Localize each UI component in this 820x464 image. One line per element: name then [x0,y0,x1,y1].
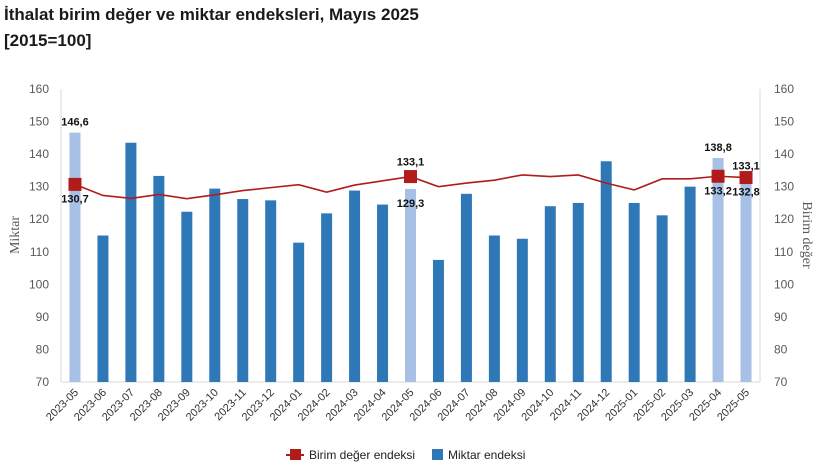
bar-2024-05 [405,188,416,382]
chart-subtitle: [2015=100] [4,31,92,50]
y-tick-left-160: 160 [29,82,49,96]
y-tick-right-100: 100 [774,277,794,291]
y-tick-right-80: 80 [774,342,788,356]
data-label-birim-2024-05: 133,1 [397,157,425,169]
legend: Birim değer endeksi Miktar endeksi [286,448,525,462]
bar-2024-06 [432,259,444,382]
bar-2023-08 [153,175,165,382]
y-tick-right-150: 150 [774,115,794,129]
y-tick-left-100: 100 [29,277,49,291]
y-tick-left-80: 80 [36,342,50,356]
y-tick-left-110: 110 [30,245,49,259]
y-tick-right-160: 160 [774,82,794,96]
y-tick-right-140: 140 [774,147,794,161]
bar-2025-04 [712,158,724,382]
marker-2023-05 [68,177,82,191]
bar-2023-10 [209,188,221,382]
bar-2023-06 [97,235,109,382]
y-tick-left-150: 150 [29,115,49,129]
data-label-miktar-2025-04: 138,8 [704,142,732,154]
y-ticks-right: 70 80 90 100 110 120 130 140 150 160 [774,82,794,389]
y-tick-right-130: 130 [774,180,794,194]
y-axis-label-right: Birim değer [799,201,814,269]
x-ticks: 2023-052023-062023-072023-082023-092023-… [44,387,752,424]
bar-2024-07 [460,193,472,382]
bar-2025-05 [740,176,752,382]
legend-label-miktar: Miktar endeksi [448,448,525,462]
chart-title: İthalat birim değer ve miktar endeksleri… [4,5,419,24]
marker-2025-04 [711,169,725,183]
y-tick-left-90: 90 [36,310,50,324]
bar-2023-12 [265,200,277,382]
y-tick-left-70: 70 [36,375,50,389]
bar-2023-11 [237,199,249,382]
chart-title-block: İthalat birim değer ve miktar endeksleri… [4,2,419,54]
bar-2024-03 [349,190,361,382]
bar-2024-02 [321,213,333,382]
y-tick-right-90: 90 [774,310,788,324]
data-label-miktar-2023-05: 146,6 [61,117,89,129]
bar-2023-07 [125,142,137,382]
bar-2025-01 [628,202,640,382]
bar-2024-08 [488,235,500,382]
bar-2023-05 [69,132,81,382]
data-label-birim-2025-04: 133,2 [704,185,732,197]
y-tick-left-140: 140 [29,147,49,161]
y-tick-right-70: 70 [774,375,788,389]
y-tick-left-130: 130 [29,180,49,194]
data-label-birim-2025-05: 132,8 [732,187,760,199]
bar-2024-09 [516,238,528,382]
bar-2024-04 [377,204,389,382]
y-ticks-left: 70 80 90 100 110 120 130 140 150 160 [29,82,49,389]
legend-label-birim: Birim değer endeksi [309,448,415,462]
bar-2025-03 [684,186,696,382]
bar-2024-12 [600,161,612,382]
line-markers [68,169,753,191]
data-label-miktar-2025-05: 133,1 [732,161,760,173]
data-label-birim-2023-05: 130,7 [61,193,89,205]
legend-bar-swatch [432,449,443,460]
bar-2024-01 [293,242,305,382]
bar-2024-11 [572,202,584,382]
bar-2024-10 [544,206,556,382]
marker-2024-05 [404,170,417,184]
y-tick-right-120: 120 [774,212,794,226]
legend-marker-swatch [290,449,301,460]
y-tick-right-110: 110 [774,245,793,259]
y-tick-left-120: 120 [29,212,49,226]
data-label-miktar-2024-05: 129,3 [397,198,425,210]
marker-2025-05 [739,171,753,185]
y-axis-label-left: Miktar [8,216,23,254]
bar-2025-02 [656,215,668,382]
bar-series [69,132,752,382]
bar-2023-09 [181,211,193,382]
